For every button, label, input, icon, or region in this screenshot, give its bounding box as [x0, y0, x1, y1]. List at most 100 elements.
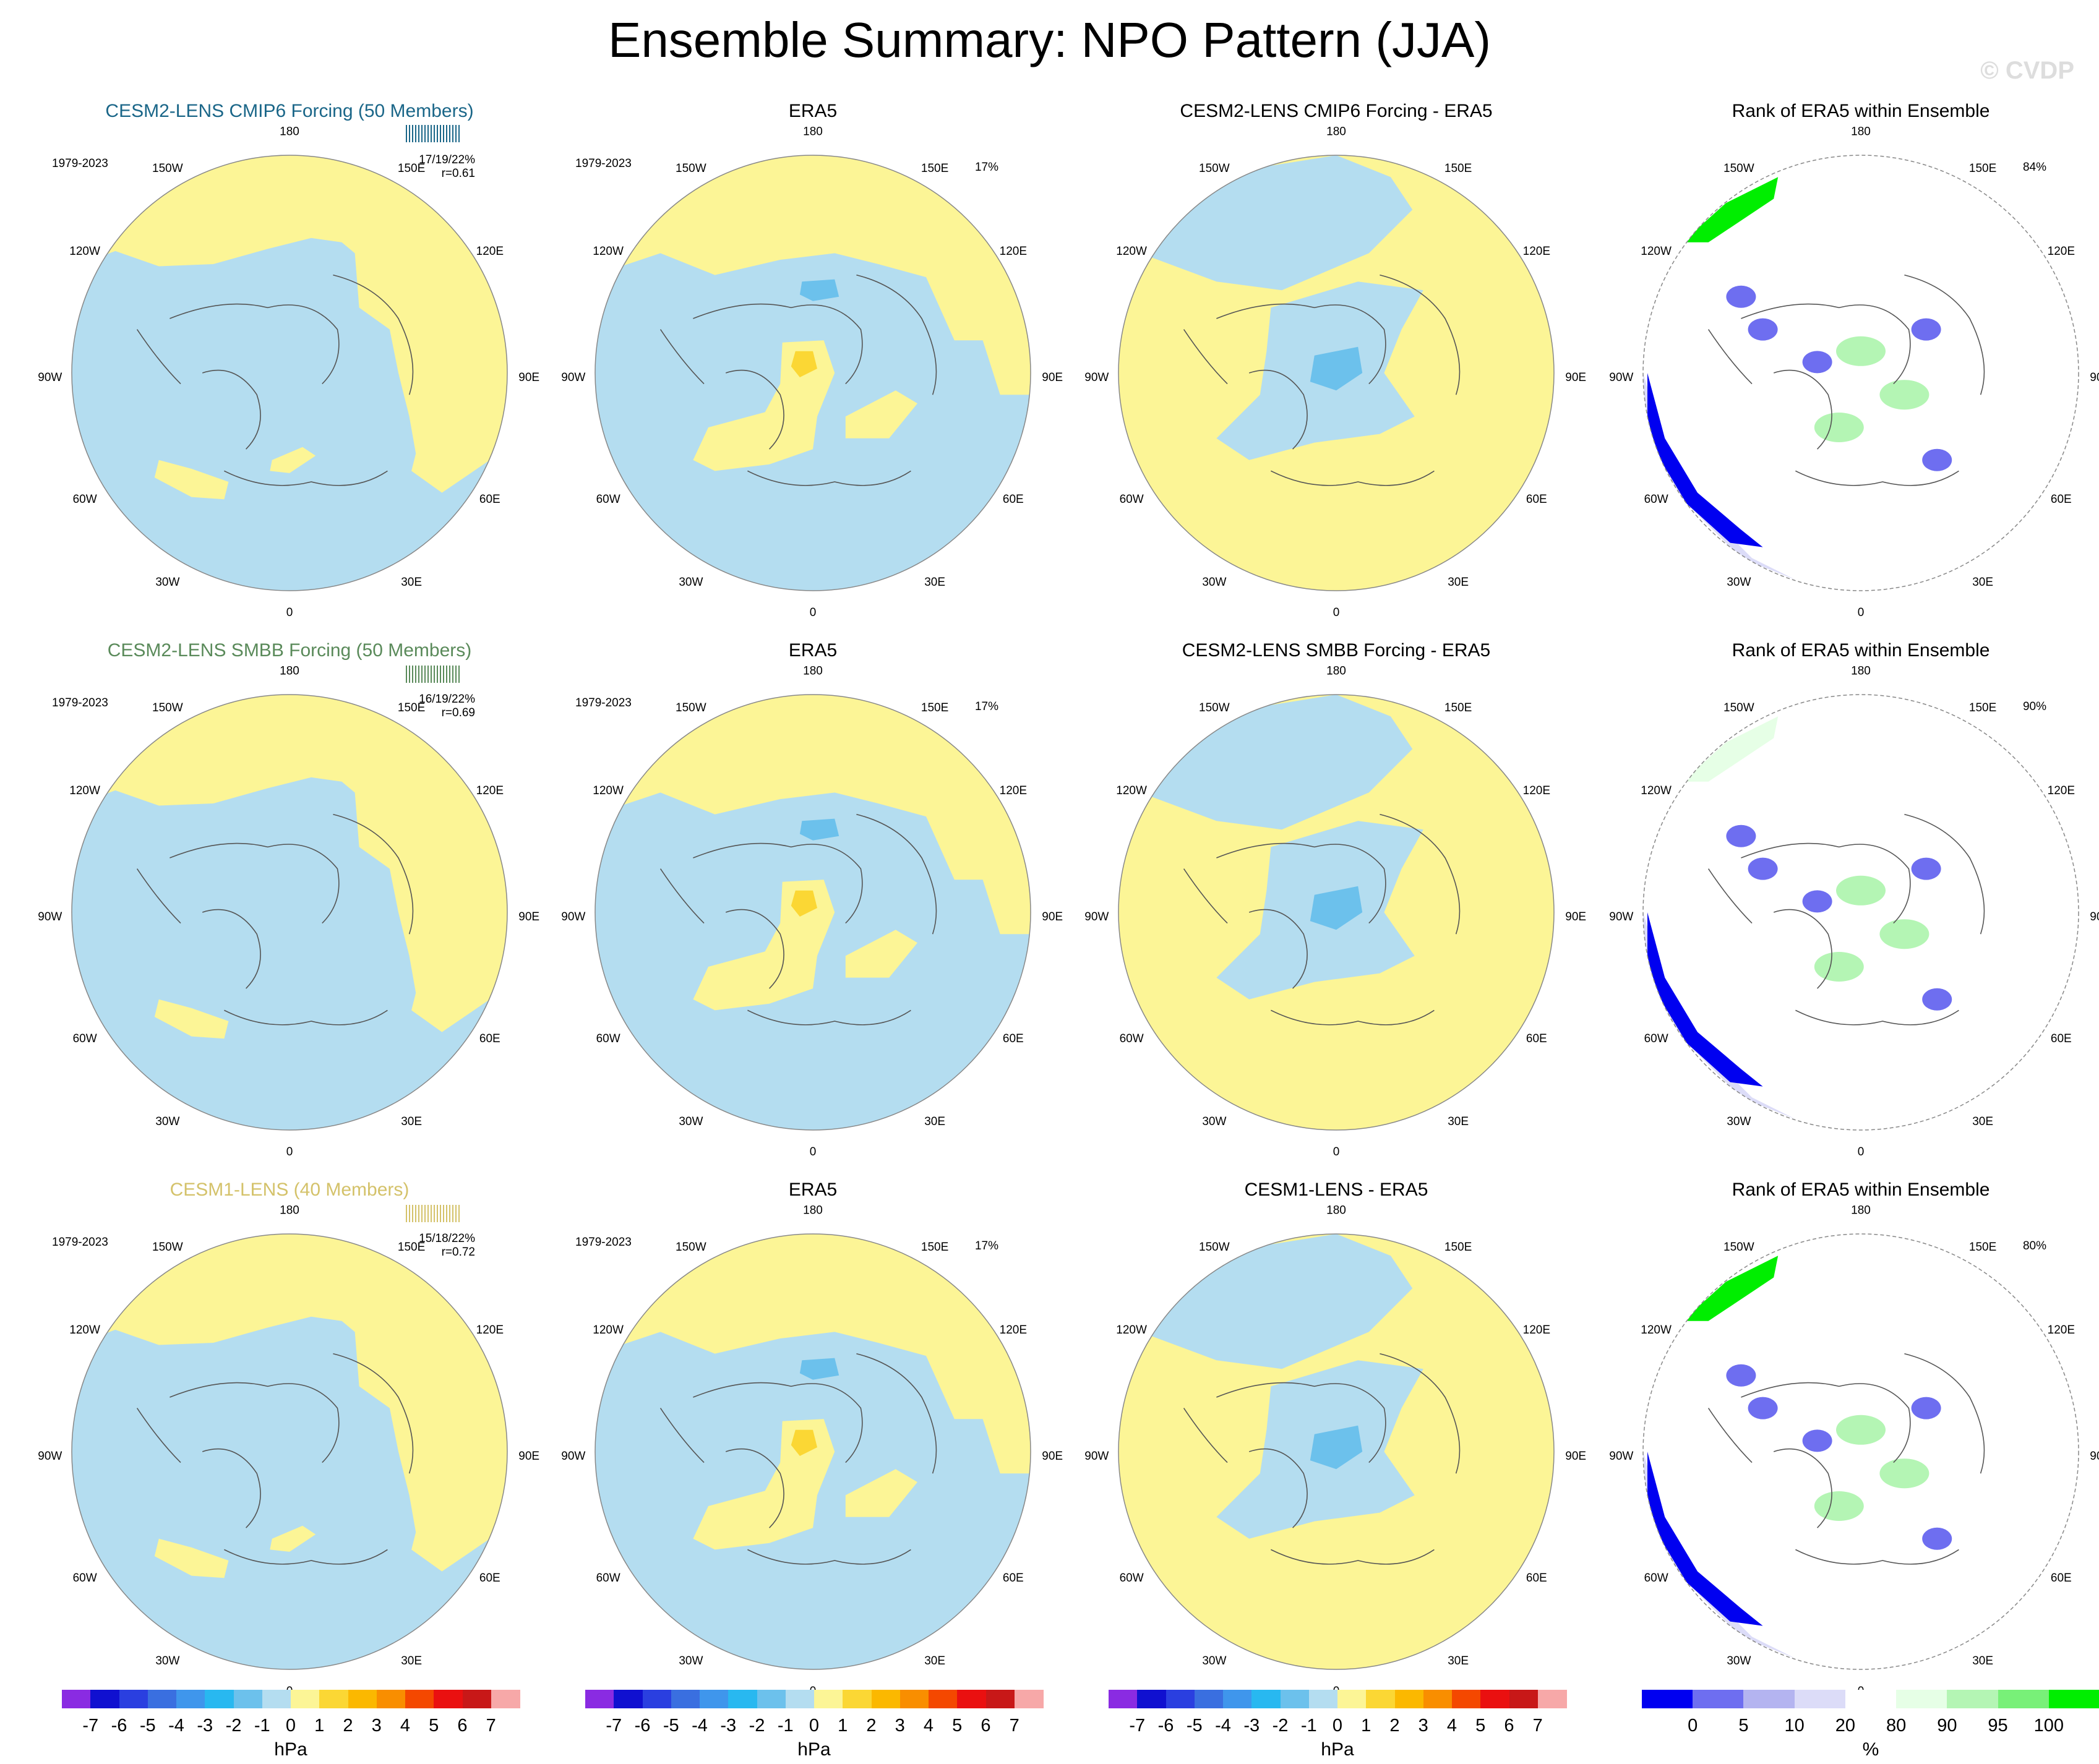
member-tick	[434, 125, 435, 142]
colorbar-swatch	[585, 1690, 614, 1708]
colorbar-tick-label: 10	[1784, 1716, 1805, 1736]
coastline	[856, 813, 937, 935]
negative-anomaly-region	[1140, 155, 1413, 291]
strong-negative-anomaly	[1310, 1425, 1363, 1470]
longitude-label: 150W	[1723, 701, 1754, 714]
colorbar-tick-label: -1	[254, 1716, 270, 1736]
longitude-label: 30W	[679, 1655, 703, 1668]
positive-anomaly-region	[595, 155, 1031, 395]
longitude-label: 90E	[518, 1450, 539, 1463]
longitude-label: 120E	[476, 245, 504, 258]
member-tick	[431, 1205, 432, 1222]
colorbar-swatch	[1537, 1690, 1567, 1708]
colorbar-tick-label: 6	[457, 1716, 468, 1736]
colorbar-swatch	[728, 1690, 757, 1708]
pct-variance-label: 17/19/22%	[419, 153, 475, 166]
map-field	[72, 1234, 507, 1669]
member-tick	[455, 125, 457, 142]
longitude-label: 150E	[921, 701, 948, 714]
colorbar-tick-label: 20	[1835, 1716, 1856, 1736]
coastline	[1707, 1408, 1753, 1463]
panel-title: ERA5	[788, 1180, 838, 1200]
longitude-label: 30E	[401, 576, 422, 589]
map-field	[1643, 155, 2079, 591]
colorbar-swatch	[700, 1690, 729, 1708]
coastline	[1707, 329, 1753, 385]
rank-pct-label: 90%	[2023, 700, 2046, 713]
colorbar-tick-label: 3	[895, 1716, 905, 1736]
colorbar-swatch	[1947, 1690, 1999, 1708]
rank-low-patch	[1922, 988, 1952, 1011]
polar-map: 180150E120E90E60E30E030W60W90W120W150W19…	[38, 1204, 539, 1698]
colorbar-tick-label: 3	[371, 1716, 382, 1736]
longitude-label: 60E	[2051, 1032, 2072, 1045]
colorbar-tick-label: -3	[1243, 1716, 1260, 1736]
coastline	[202, 909, 261, 989]
period-label: 1979-2023	[52, 1236, 108, 1249]
member-tick	[406, 666, 407, 683]
colorbar-label: hPa	[1321, 1739, 1354, 1760]
coastline	[659, 868, 705, 924]
longitude-label: 120E	[2048, 784, 2075, 797]
rank-high-region	[1682, 177, 1779, 242]
colorbar-swatch	[957, 1690, 986, 1708]
panel-model-row3: CESM1-LENS (40 Members) 180 150E 120E 90E 60…	[27, 1178, 552, 1716]
colorbar-swatch	[1845, 1690, 1897, 1708]
longitude-label: 150W	[152, 162, 183, 175]
member-distribution-ticks	[406, 1205, 460, 1222]
member-tick	[421, 125, 423, 142]
longitude-label: 180	[1851, 125, 1871, 138]
colorbar-swatch	[434, 1690, 463, 1708]
coastline	[1271, 1009, 1435, 1025]
member-tick	[424, 125, 426, 142]
rank-pct-label: 84%	[2023, 161, 2046, 174]
pct-variance-label: 17%	[975, 1240, 998, 1252]
longitude-label: 60W	[73, 1572, 97, 1585]
longitude-label: 180	[280, 1204, 299, 1217]
longitude-label: 120E	[1000, 1324, 1027, 1337]
longitude-label: 0	[1333, 1145, 1340, 1158]
colorbar-swatch	[119, 1690, 148, 1708]
longitude-label: 60E	[1526, 493, 1547, 506]
colorbar-tick-label: 0	[809, 1716, 820, 1736]
panel-title: ERA5	[788, 640, 838, 661]
coastline	[136, 329, 181, 385]
pct-variance-label: 17%	[975, 161, 998, 174]
map-field	[1643, 695, 2079, 1130]
rank-high-patch	[1814, 1491, 1864, 1521]
longitude-label: 120E	[2048, 245, 2075, 258]
rank-low-patch	[1802, 1429, 1832, 1452]
colorbar-swatch	[1423, 1690, 1453, 1708]
colorbar-swatch	[929, 1690, 958, 1708]
map-boundary	[1642, 155, 2079, 591]
colorbar-swatch	[1337, 1690, 1367, 1708]
rank-low-patch	[1748, 1397, 1778, 1419]
longitude-label: 60W	[1120, 1572, 1144, 1585]
longitude-label: 180	[803, 1204, 823, 1217]
colorbar-tick-label: 0	[1688, 1716, 1698, 1736]
polar-map: 180 150E 120E 90E 60E 30E 0 30W 60W 90W 120W 150W 84…	[1609, 125, 2099, 619]
longitude-label: 30W	[1727, 1115, 1751, 1128]
colorbar-tick-label: 7	[1532, 1716, 1543, 1736]
member-tick	[418, 666, 419, 683]
pct-variance-label: 15/18/22%	[419, 1232, 475, 1245]
polar-map: 180150E120E90E60E30E030W60W90W120W150W19…	[38, 664, 539, 1158]
longitude-label: 60E	[1526, 1032, 1547, 1045]
longitude-label: 150W	[676, 701, 706, 714]
map-boundary	[1642, 694, 2079, 1131]
colorbar-swatch	[233, 1690, 263, 1708]
longitude-label: 60W	[1120, 1032, 1144, 1045]
coastline	[1904, 274, 1985, 395]
longitude-label: 60E	[2051, 493, 2072, 506]
colorbar-swatch	[147, 1690, 177, 1708]
negative-anomaly-region	[1140, 1234, 1413, 1369]
member-tick	[418, 1205, 419, 1222]
colorbar-tick-label: -3	[197, 1716, 213, 1736]
coastline	[1380, 274, 1461, 395]
member-tick	[443, 666, 444, 683]
longitude-label: 120W	[1116, 245, 1147, 258]
polar-map: 180 150E 120E 90E 60E 30E 0 30W 60W 90W 120W 150W	[1084, 664, 1586, 1158]
longitude-label: 60W	[1644, 1572, 1668, 1585]
coastline	[1773, 909, 1832, 989]
